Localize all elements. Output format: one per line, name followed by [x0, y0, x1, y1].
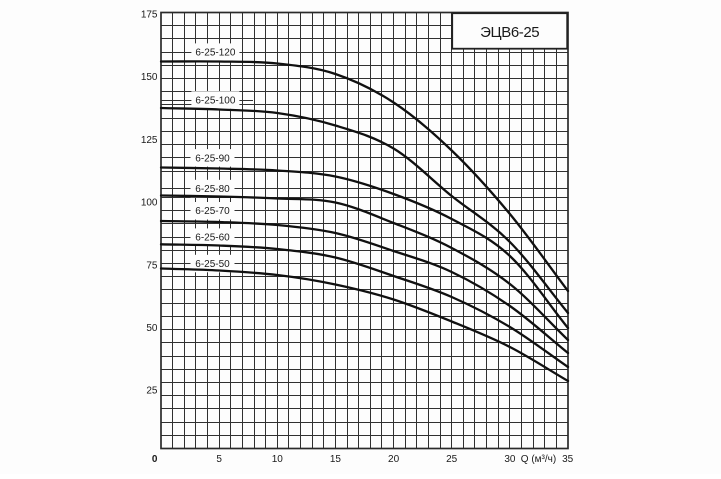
svg-text:6-25-80: 6-25-80	[195, 184, 230, 195]
svg-text:6-25-90: 6-25-90	[195, 153, 230, 164]
svg-text:6-25-60: 6-25-60	[195, 233, 230, 244]
svg-text:75: 75	[146, 261, 158, 272]
svg-text:Q (м³/ч): Q (м³/ч)	[521, 454, 556, 465]
svg-text:25: 25	[446, 454, 458, 465]
svg-text:175: 175	[141, 10, 158, 21]
svg-text:5: 5	[216, 454, 222, 465]
svg-text:150: 150	[141, 72, 158, 83]
svg-text:35: 35	[562, 454, 574, 465]
svg-text:6-25-50: 6-25-50	[195, 259, 230, 270]
svg-text:ЭЦВ6-25: ЭЦВ6-25	[480, 24, 539, 41]
svg-text:100: 100	[141, 198, 158, 209]
svg-text:30: 30	[504, 454, 516, 465]
svg-text:20: 20	[388, 454, 400, 465]
svg-text:6-25-70: 6-25-70	[195, 206, 230, 217]
svg-text:15: 15	[330, 454, 342, 465]
svg-text:10: 10	[272, 454, 284, 465]
svg-text:125: 125	[141, 135, 158, 146]
svg-text:0: 0	[152, 454, 158, 465]
svg-text:6-25-100: 6-25-100	[195, 96, 235, 107]
svg-text:25: 25	[146, 386, 158, 397]
svg-text:50: 50	[146, 323, 158, 334]
svg-text:6-25-120: 6-25-120	[195, 48, 235, 59]
